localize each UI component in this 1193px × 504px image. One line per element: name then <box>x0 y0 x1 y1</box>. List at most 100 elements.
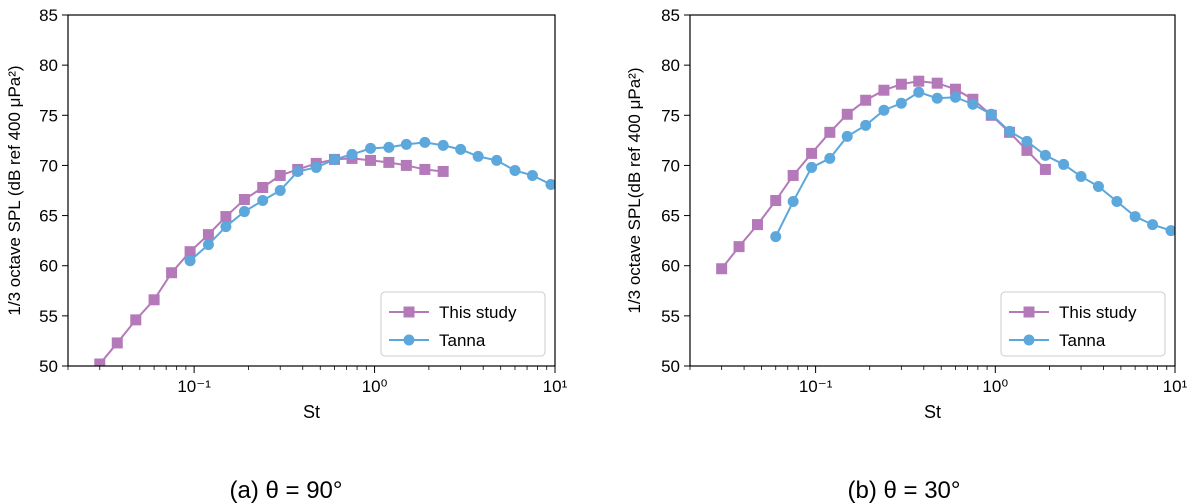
legend-marker-square <box>1023 306 1035 318</box>
data-point-this-study <box>913 75 925 87</box>
data-point-tanna <box>985 108 997 120</box>
legend-marker-circle <box>1023 334 1035 346</box>
data-point-tanna <box>931 92 943 104</box>
y-tick-label: 60 <box>661 257 680 276</box>
data-point-tanna <box>1092 180 1104 192</box>
data-point-this-study <box>419 163 431 175</box>
data-point-tanna <box>346 148 358 160</box>
data-point-this-study <box>752 219 764 231</box>
x-tick-label: 10⁰ <box>982 377 1008 396</box>
data-point-this-study <box>770 195 782 207</box>
data-point-this-study <box>437 165 449 177</box>
data-point-tanna <box>329 153 341 165</box>
data-point-tanna <box>949 91 961 103</box>
data-point-this-study <box>257 181 269 193</box>
axes-frame <box>689 14 1176 367</box>
data-point-tanna <box>365 142 377 154</box>
x-axis-label: St <box>924 402 941 422</box>
data-point-tanna <box>526 169 538 181</box>
data-point-tanna <box>1004 125 1016 137</box>
plot-area <box>94 136 555 366</box>
data-point-tanna <box>419 136 431 148</box>
data-point-tanna <box>967 98 979 110</box>
data-point-this-study <box>878 84 890 96</box>
data-point-this-study <box>184 246 196 258</box>
data-point-tanna <box>770 231 782 243</box>
y-tick-label: 55 <box>661 307 680 326</box>
data-point-this-study <box>148 294 160 306</box>
legend: This study Tanna <box>380 291 546 357</box>
data-point-tanna <box>878 104 890 116</box>
data-point-this-study <box>383 156 395 168</box>
y-tick-label: 65 <box>661 207 680 226</box>
data-point-this-study <box>949 83 961 95</box>
data-point-tanna <box>437 139 449 151</box>
data-point-tanna <box>257 195 269 207</box>
y-tick-label: 65 <box>39 207 58 226</box>
y-tick-label: 70 <box>39 156 58 175</box>
y-tick-label: 70 <box>661 156 680 175</box>
data-point-this-study <box>716 263 728 275</box>
data-point-this-study <box>130 314 142 326</box>
data-point-tanna <box>509 164 521 176</box>
legend-marker-circle <box>403 334 415 346</box>
data-point-this-study <box>220 211 232 223</box>
data-point-tanna <box>1039 149 1051 161</box>
x-tick-label: 10⁻¹ <box>177 377 211 396</box>
data-point-this-study <box>824 126 836 138</box>
data-point-tanna <box>1075 170 1087 182</box>
data-point-tanna <box>1021 135 1033 147</box>
y-tick-label: 75 <box>39 106 58 125</box>
y-tick-label: 50 <box>39 357 58 376</box>
data-point-tanna <box>860 119 872 131</box>
data-point-this-study <box>895 78 907 90</box>
data-point-tanna <box>1111 196 1123 208</box>
data-point-tanna <box>1147 219 1159 231</box>
y-tick-label: 85 <box>661 6 680 25</box>
data-point-this-study <box>94 358 106 366</box>
data-point-tanna <box>202 239 214 251</box>
y-tick-label: 80 <box>39 56 58 75</box>
data-point-tanna <box>1058 158 1070 170</box>
data-point-this-study <box>202 229 214 241</box>
data-point-tanna <box>310 161 322 173</box>
data-point-tanna <box>824 152 836 164</box>
x-axis-label: St <box>303 402 320 422</box>
plot-area <box>716 75 1175 275</box>
data-point-tanna <box>472 150 484 162</box>
data-point-tanna <box>841 130 853 142</box>
y-tick-label: 50 <box>661 357 680 376</box>
y-axis-label: 1/3 octave SPL(dB ref 400 μPa²) <box>625 67 644 313</box>
chart-panel-a: 50 55 60 65 70 75 80 85 10⁻¹ 10⁰ 10¹ St 1/3 octave S… <box>5 6 568 504</box>
y-tick-label: 80 <box>661 56 680 75</box>
data-point-tanna <box>806 161 818 173</box>
data-point-tanna <box>220 221 232 233</box>
data-point-tanna <box>491 154 503 166</box>
data-point-tanna <box>383 141 395 153</box>
legend-label: This study <box>439 303 517 322</box>
x-tick-label: 10¹ <box>1163 377 1188 396</box>
data-point-this-study <box>860 94 872 106</box>
data-point-tanna <box>274 185 286 196</box>
data-point-tanna <box>238 206 250 218</box>
legend-label: Tanna <box>439 331 486 350</box>
data-point-this-study <box>365 154 377 166</box>
data-point-this-study <box>787 169 799 181</box>
data-point-tanna <box>455 143 467 155</box>
data-point-this-study <box>111 337 123 349</box>
data-point-tanna <box>292 165 304 177</box>
data-point-this-study <box>931 77 943 89</box>
subfigure-caption: (b) θ = 30° <box>848 477 961 504</box>
axes-frame <box>67 14 556 367</box>
data-point-this-study <box>1039 163 1051 175</box>
x-tick-label: 10¹ <box>543 377 568 396</box>
legend: This study Tanna <box>1000 291 1166 357</box>
data-point-tanna <box>400 138 412 150</box>
y-tick-label: 75 <box>661 106 680 125</box>
y-tick-label: 55 <box>39 307 58 326</box>
x-tick-label: 10⁻¹ <box>799 377 833 396</box>
data-point-this-study <box>733 241 745 253</box>
y-axis-label: 1/3 octave SPL (dB ref 400 μPa²) <box>5 65 24 315</box>
data-point-this-study <box>274 169 286 181</box>
